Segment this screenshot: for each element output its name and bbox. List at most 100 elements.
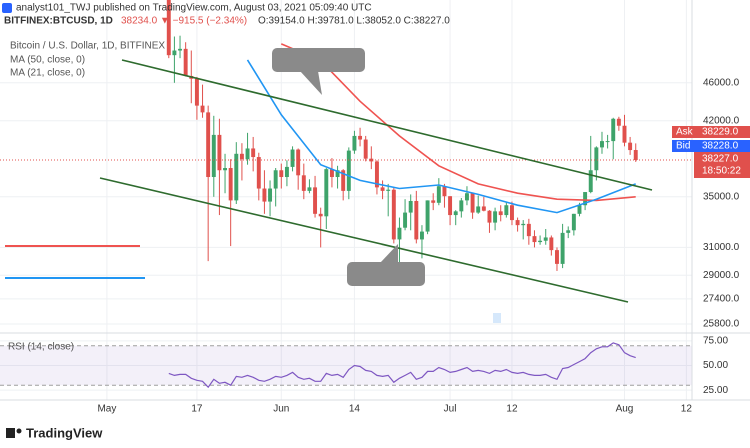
y-tick-label: 46000.0 (703, 77, 740, 88)
candle-body (515, 220, 520, 226)
candle-body (616, 118, 621, 126)
candle-body (403, 212, 408, 228)
ask-label: Ask (676, 127, 694, 138)
ma-line (280, 43, 636, 202)
candle-body (211, 134, 216, 178)
candle-body (301, 175, 306, 191)
candle-body (605, 141, 610, 143)
candle-body (256, 157, 261, 189)
candle-body (414, 200, 419, 240)
y-tick-label: 75.00 (703, 336, 728, 347)
candle-body (470, 193, 475, 213)
y-tick-label: 25.00 (703, 385, 728, 396)
candle-body (408, 200, 413, 213)
legend-entry: MA (21, close, 0) (10, 68, 85, 79)
candle-body (358, 135, 363, 140)
y-tick-label: 35000.0 (703, 191, 740, 202)
candle-body (369, 158, 374, 162)
logo-mark (6, 428, 15, 438)
quote: 38234.0 ▼ −915.5 (−2.34%) (121, 16, 247, 27)
bid-value: 38228.0 (702, 141, 739, 152)
candle-body (279, 170, 284, 178)
candle-body (464, 193, 469, 201)
candle-body (459, 200, 464, 212)
candle-body (566, 230, 571, 233)
callout-pointer (380, 244, 398, 263)
candle-body (239, 153, 244, 160)
x-tick-label: Jun (273, 404, 289, 415)
candle-body (166, 0, 171, 56)
candle-body (560, 232, 565, 264)
candle-body (228, 168, 233, 201)
candle-body (431, 200, 436, 203)
y-tick-label: 50.00 (703, 360, 728, 371)
logo-dot (16, 428, 22, 434)
candle-body (313, 187, 318, 214)
callout-pointer (300, 71, 322, 95)
price-labels: Ask 38229.0 Bid 38228.0 38227.0 18:50:22 (672, 126, 750, 178)
x-tick-label: 12 (681, 404, 693, 415)
last-value: 38227.0 (702, 154, 739, 165)
candle-body (419, 231, 424, 240)
candle-body (200, 105, 205, 113)
bar-marker (493, 313, 501, 323)
candle-body (273, 170, 278, 189)
candle-body (217, 134, 222, 171)
candle-body (206, 112, 211, 178)
x-tick-label: 14 (349, 404, 361, 415)
header: analyst101_TWJ published on TradingView.… (2, 3, 450, 27)
candle-body (386, 189, 391, 191)
candle-body (296, 149, 301, 176)
channel-lower (99, 177, 629, 303)
candle-body (329, 169, 334, 178)
candle-body (571, 213, 576, 231)
candle-body (352, 135, 357, 151)
candle-body (543, 237, 548, 241)
support-callout (347, 244, 425, 286)
candle-body (324, 169, 329, 217)
candle-body (194, 78, 199, 106)
rsi-line (168, 342, 636, 389)
candle-body (628, 142, 633, 151)
candle-body (549, 237, 554, 251)
candle-body (594, 147, 599, 171)
candle-body (183, 48, 188, 76)
candle-body (538, 240, 543, 243)
legend: Bitcoin / U.S. Dollar, 1D, BITFINEX MA (… (8, 41, 165, 353)
x-tick-label: May (97, 404, 116, 415)
candle-body (346, 150, 351, 191)
candle-body (284, 166, 289, 178)
channel (5, 59, 653, 303)
y-tick-label: 25800.0 (703, 319, 740, 330)
callout-box (347, 262, 425, 286)
symbol: BITFINEX:BTCUSD, 1D (4, 16, 113, 27)
rsi-title: RSI (14, close) (8, 342, 74, 353)
x-tick-label: 12 (506, 404, 518, 415)
y-tick-label: 29000.0 (703, 270, 740, 281)
candle-body (487, 210, 492, 223)
candle-body (307, 187, 312, 191)
candle-body (622, 125, 627, 143)
candle-body (436, 186, 441, 203)
bid-label: Bid (676, 141, 690, 152)
candle-body (583, 192, 588, 206)
rsi-plot (0, 342, 692, 389)
candle-body (532, 236, 537, 243)
candle-body (588, 170, 593, 193)
candle-body (498, 211, 503, 216)
candle-body (577, 205, 582, 214)
bid-box (672, 140, 694, 152)
candle-body (509, 205, 514, 221)
candle-body (234, 153, 239, 201)
candle-body (476, 206, 481, 213)
candle-body (391, 189, 396, 240)
candle-body (318, 213, 323, 217)
candle-body (268, 188, 273, 202)
y-tick-label: 42000.0 (703, 115, 740, 126)
candle-body (600, 141, 604, 148)
legend-title: Bitcoin / U.S. Dollar, 1D, BITFINEX (10, 41, 165, 52)
tv-icon (2, 3, 12, 13)
candle-body (172, 50, 177, 56)
channel-upper (121, 59, 653, 191)
